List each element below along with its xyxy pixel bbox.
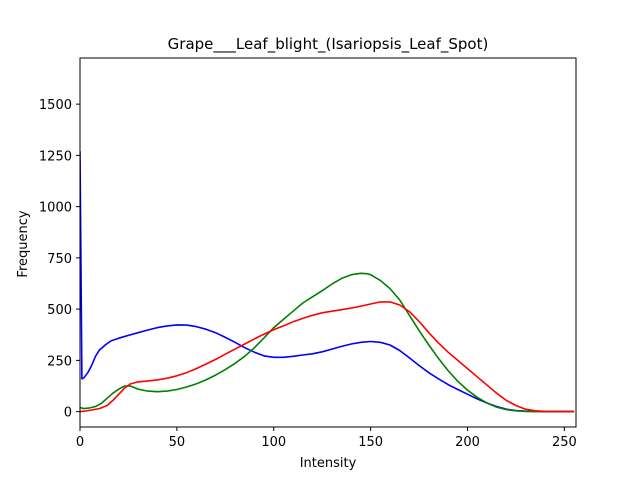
y-tick-label: 250 [47,354,72,369]
x-tick-label: 50 [169,435,186,450]
y-tick-label: 0 [64,406,72,421]
x-tick-label: 150 [358,435,383,450]
blue-channel-line [80,151,575,413]
x-tick-label: 0 [76,435,84,450]
x-axis: 0 50 100 150 200 250 [76,427,577,450]
red-channel-line [80,301,575,413]
x-tick-label: 100 [261,435,286,450]
x-tick-label: 250 [552,435,577,450]
y-axis-label: Frequency [16,210,31,277]
green-channel-line [80,272,575,413]
y-axis: 0 250 500 750 1000 1250 1500 [39,98,80,421]
y-tick-label: 1500 [39,98,72,113]
chart-title: Grape___Leaf_blight_(Isariopsis_Leaf_Spo… [168,35,489,54]
y-tick-label: 1250 [39,149,72,164]
x-axis-label: Intensity [300,456,357,471]
y-tick-label: 500 [47,303,72,318]
y-tick-label: 1000 [39,201,72,216]
x-tick-label: 200 [455,435,480,450]
plot-frame [79,57,577,428]
y-tick-label: 750 [47,252,72,267]
